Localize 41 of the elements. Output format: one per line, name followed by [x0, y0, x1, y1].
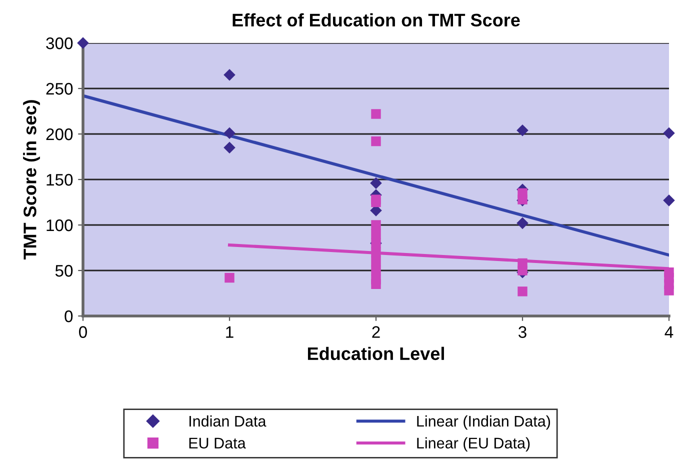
y-tick-label: 200 — [46, 128, 73, 140]
point — [371, 197, 381, 208]
y-tick-label: 250 — [46, 82, 73, 95]
chart-title: Effect of Education on TMT Score — [232, 13, 520, 27]
y-tick-label: 100 — [46, 219, 73, 232]
point — [371, 229, 381, 239]
point — [371, 256, 381, 266]
point — [516, 124, 528, 136]
y-axis-title: TMT Score (in sec) — [23, 100, 40, 260]
legend-label: Indian Data — [190, 415, 266, 427]
x-axis-title: Education Level — [308, 346, 444, 360]
legend-label: EU Data — [189, 438, 246, 449]
point — [370, 177, 382, 190]
point — [224, 272, 234, 283]
x-tick-label: 3 — [518, 326, 526, 338]
point — [518, 266, 528, 276]
x-tick-label: 0 — [79, 326, 87, 338]
point — [224, 127, 236, 139]
x-tick-label: 1 — [226, 326, 234, 338]
point — [371, 109, 381, 119]
point — [371, 220, 381, 230]
point — [518, 286, 528, 296]
x-tick-label: 2 — [372, 326, 380, 338]
y-tick-label: 50 — [55, 264, 73, 277]
point — [371, 247, 381, 258]
point — [663, 194, 675, 206]
y-tick-label: 0 — [64, 310, 73, 322]
y-tick-label: 150 — [46, 174, 73, 186]
x-tick-label: 4 — [664, 326, 674, 338]
point — [77, 37, 89, 49]
point — [371, 266, 381, 276]
legend-label: Linear (EU Data) — [417, 437, 530, 452]
point — [663, 127, 675, 139]
point — [224, 68, 236, 81]
point — [224, 142, 236, 154]
y-tick-label: 300 — [46, 37, 73, 50]
point — [664, 286, 674, 296]
point — [371, 136, 381, 146]
point — [371, 279, 381, 290]
legend-label: Linear (Indian Data) — [417, 415, 550, 430]
point — [516, 217, 528, 230]
